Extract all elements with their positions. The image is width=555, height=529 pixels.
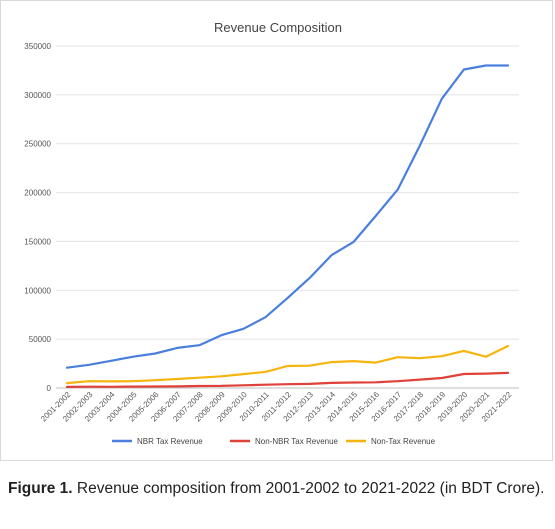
legend-item-non-nbr-tax-revenue: Non-NBR Tax Revenue	[230, 437, 339, 446]
caption-label: Figure 1.	[8, 480, 73, 497]
series-line-non-nbr-tax-revenue	[65, 371, 510, 388]
legend-item-non-tax-revenue: Non-Tax Revenue	[346, 437, 436, 446]
y-axis-tick-labels: 0 50000 100000 150000 200000 250000 300000 3500…	[24, 42, 51, 393]
chart-title: Revenue Composition	[214, 20, 342, 35]
series-line-nbr-tax-revenue	[65, 64, 510, 369]
y-tick-label: 250000	[24, 140, 51, 149]
legend-label: Non-Tax Revenue	[371, 437, 436, 446]
gridlines	[56, 45, 519, 389]
legend-label: Non-NBR Tax Revenue	[255, 437, 339, 446]
y-tick-label: 200000	[24, 189, 51, 198]
x-axis-tick-labels: 2001-20022002-20032003-20042004-20052005…	[39, 390, 514, 424]
chart-frame: Revenue Composition 0 50000 100000 150000 20…	[0, 0, 553, 461]
y-tick-label: 100000	[24, 286, 51, 295]
line-chart: Revenue Composition 0 50000 100000 150000 20…	[24, 20, 519, 446]
series-line-non-tax-revenue	[65, 344, 510, 385]
legend: NBR Tax Revenue Non-NBR Tax Revenue Non-Ta…	[112, 437, 436, 446]
figure-caption: Figure 1. Revenue composition from 2001-…	[8, 478, 553, 499]
y-tick-label: 350000	[24, 42, 51, 51]
y-tick-label: 150000	[24, 237, 51, 246]
legend-label: NBR Tax Revenue	[137, 437, 203, 446]
y-tick-label: 50000	[29, 335, 52, 344]
caption-text: Revenue composition from 2001-2002 to 20…	[72, 480, 545, 497]
y-tick-label: 0	[47, 384, 52, 393]
series-lines	[65, 64, 510, 388]
legend-item-nbr-tax-revenue: NBR Tax Revenue	[112, 437, 203, 446]
y-tick-label: 300000	[24, 91, 51, 100]
